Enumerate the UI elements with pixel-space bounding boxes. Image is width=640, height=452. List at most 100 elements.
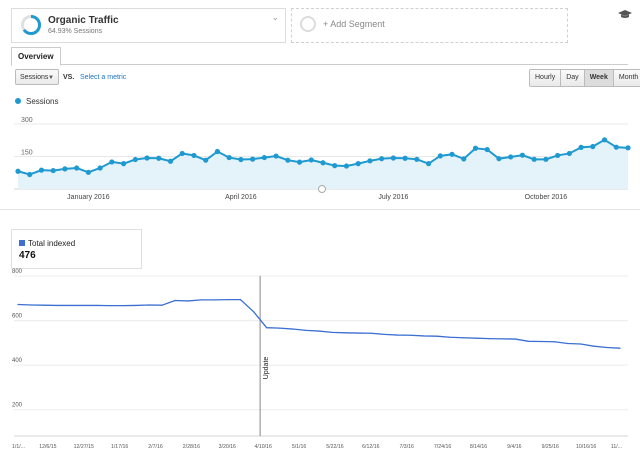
sessions-point (238, 156, 244, 163)
total-indexed-point (135, 304, 137, 307)
range-button-week[interactable]: Week (584, 70, 614, 86)
total-indexed-point (567, 342, 569, 345)
sessions-point (402, 155, 408, 161)
x-tick-label: 5/1/16 (292, 444, 307, 450)
sessions-point (555, 152, 561, 159)
total-indexed-point (606, 346, 608, 349)
x-tick-label: 7/3/16 (399, 444, 414, 450)
total-indexed-point (305, 329, 307, 331)
sessions-point (367, 158, 373, 164)
sessions-point (261, 154, 267, 161)
range-button-hourly[interactable]: Hourly (530, 70, 562, 86)
chevron-down-icon[interactable]: ⌄ (271, 12, 279, 22)
total-indexed-value: 476 (19, 250, 36, 261)
x-tick-label: 12/6/15 (39, 444, 56, 450)
x-tick-label: 5/22/16 (326, 444, 343, 450)
sessions-point (85, 169, 91, 175)
vs-label: VS. (63, 74, 75, 81)
total-indexed-point (488, 338, 490, 340)
sessions-chart: 150 300 January 2016 April 2016 July 2016 Oct… (14, 117, 631, 201)
x-tick-label: 4/10/16 (255, 444, 272, 450)
sessions-point (109, 159, 115, 165)
range-handle (318, 185, 326, 193)
sessions-point (38, 167, 45, 173)
sessions-point (508, 154, 514, 160)
range-button-day[interactable]: Day (561, 70, 585, 86)
x-tick-label: 9/4/16 (507, 444, 522, 450)
sessions-point (167, 158, 174, 164)
sessions-point (425, 161, 432, 167)
total-indexed-point (383, 333, 386, 335)
metric-dropdown[interactable]: Sessions ▼ (15, 69, 59, 85)
x-tick-label: 1/17/16 (111, 444, 128, 450)
total-indexed-point (122, 305, 124, 307)
add-segment-button[interactable]: + Add Segment (291, 8, 568, 43)
total-indexed-point (161, 304, 163, 306)
y-tick-label: 300 (21, 117, 33, 124)
select-metric-link[interactable]: Select a metric (80, 74, 127, 81)
x-tick-label: October 2016 (525, 194, 568, 201)
x-tick-label: July 2016 (378, 194, 408, 201)
sessions-legend-label: Sessions (26, 97, 59, 106)
total-indexed-point (148, 304, 150, 306)
total-indexed-point (580, 343, 582, 345)
total-indexed-point (43, 304, 45, 306)
total-indexed-point (17, 303, 19, 306)
x-tick-label: 9/25/16 (542, 444, 559, 450)
graduation-cap-icon[interactable] (618, 10, 632, 23)
sessions-point (531, 156, 537, 162)
total-indexed-point (449, 336, 451, 338)
segment-ring-icon (21, 15, 41, 35)
sessions-point (214, 148, 221, 155)
y-tick-label: 200 (12, 403, 23, 409)
total-indexed-point (357, 332, 359, 334)
total-indexed-point (318, 330, 320, 332)
total-indexed-point (423, 335, 425, 337)
add-segment-label: + Add Segment (323, 19, 385, 29)
sessions-point (543, 156, 549, 162)
total-indexed-point (540, 340, 543, 343)
x-tick-label: 8/14/16 (470, 444, 487, 450)
sessions-point (449, 151, 455, 157)
total-indexed-point (619, 347, 621, 349)
sessions-point (132, 156, 138, 163)
sessions-point (484, 146, 490, 153)
total-indexed-point (344, 332, 346, 334)
total-indexed-point (82, 304, 85, 307)
total-indexed-point (475, 337, 477, 339)
sessions-point (461, 156, 467, 162)
x-tick-label: 1/1/... (12, 444, 25, 450)
total-indexed-point (331, 331, 333, 333)
sessions-point (519, 152, 526, 158)
total-indexed-point (410, 334, 412, 336)
sessions-point (332, 163, 338, 169)
sessions-legend-dot (15, 97, 21, 104)
range-button-month[interactable]: Month (613, 70, 640, 86)
sessions-point (379, 156, 385, 162)
time-granularity-group: Hourly Day Week Month (529, 69, 640, 87)
total-indexed-point (69, 304, 71, 307)
total-indexed-point (527, 340, 529, 342)
total-indexed-legend: Total indexed (19, 239, 75, 248)
segment-card-organic-traffic[interactable]: Organic Traffic 64.93% Sessions ⌄ (11, 8, 286, 43)
update-annotation: Update (263, 357, 270, 380)
total-indexed-point (514, 338, 516, 340)
tab-overview[interactable]: Overview (11, 47, 61, 66)
sessions-point (414, 156, 420, 162)
x-tick-label: 3/20/16 (219, 444, 236, 450)
sessions-point (250, 156, 256, 162)
segment-title: Organic Traffic (48, 15, 119, 26)
sessions-point (625, 145, 631, 151)
total-indexed-point (501, 338, 503, 340)
sessions-point (308, 157, 314, 163)
sessions-point (179, 150, 185, 157)
sessions-point (50, 167, 56, 174)
sessions-point (74, 165, 80, 171)
total-indexed-point (553, 341, 556, 343)
total-indexed-point (266, 327, 268, 329)
total-indexed-point (30, 304, 32, 306)
total-indexed-point (252, 311, 255, 313)
total-indexed-point (174, 299, 176, 302)
total-indexed-point (436, 335, 438, 337)
sessions-point (496, 156, 502, 162)
